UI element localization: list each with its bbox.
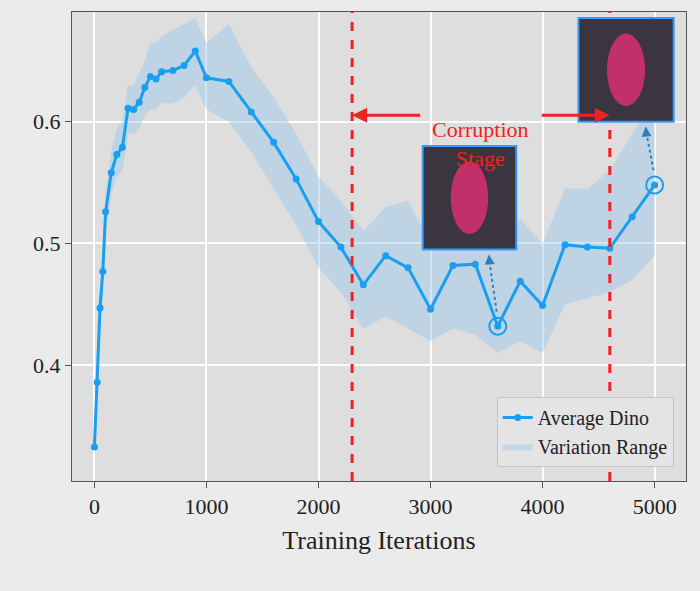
svg-text:0.5: 0.5 xyxy=(33,231,61,256)
svg-text:4000: 4000 xyxy=(521,494,565,519)
svg-text:1000: 1000 xyxy=(184,494,228,519)
svg-text:5000: 5000 xyxy=(633,494,677,519)
svg-text:0.6: 0.6 xyxy=(33,109,61,134)
svg-text:Average Dino: Average Dino xyxy=(538,407,649,430)
svg-text:0.4: 0.4 xyxy=(33,353,61,378)
svg-text:2000: 2000 xyxy=(297,494,341,519)
svg-text:0: 0 xyxy=(89,494,100,519)
svg-text:Variation Range: Variation Range xyxy=(538,436,668,459)
svg-text:Training Iterations: Training Iterations xyxy=(282,526,475,555)
svg-text:CorruptionStage: CorruptionStage xyxy=(432,117,529,171)
svg-text:3000: 3000 xyxy=(409,494,453,519)
